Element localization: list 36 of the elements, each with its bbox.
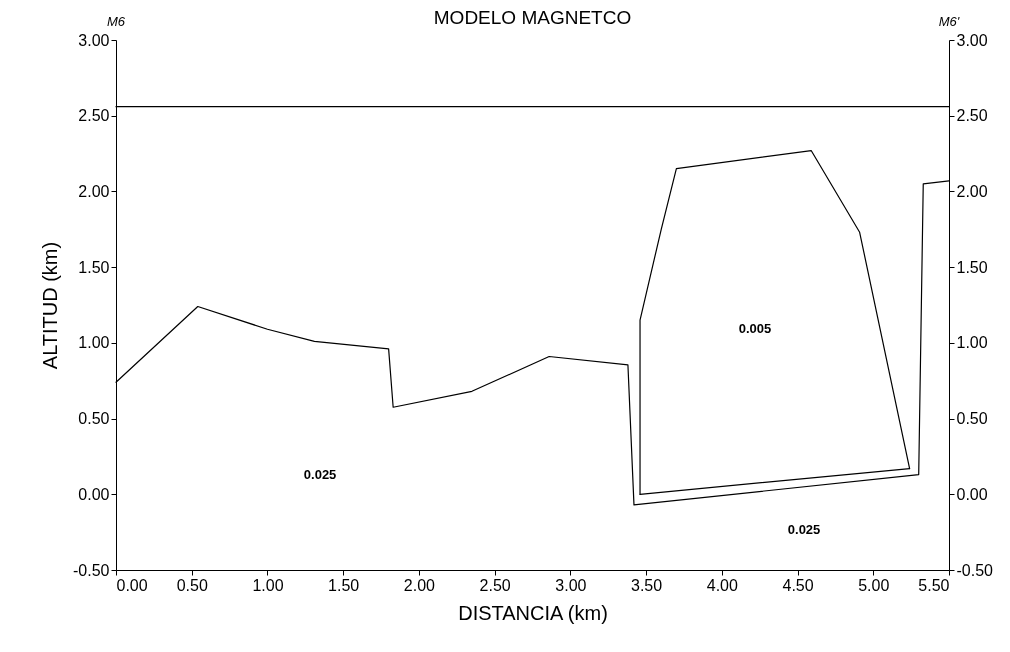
x-tick-label: 5.00: [858, 576, 890, 594]
x-tick-label: 3.00: [555, 576, 587, 594]
y2-tick-label: 0.50: [956, 410, 988, 428]
x-tick-label: 0.50: [176, 576, 208, 594]
y-tick-label: 2.00: [78, 182, 110, 200]
x-tick-label: 5.50: [918, 576, 950, 594]
y-tick-label: 0.50: [78, 410, 110, 428]
y2-tick-label: 1.50: [956, 258, 988, 276]
y-tick-label: 3.00: [78, 31, 110, 49]
x-tick-label: 1.50: [328, 576, 360, 594]
annotation: 0.025: [303, 466, 337, 482]
annotation: 0.025: [787, 522, 821, 538]
x-tick-label: 3.50: [631, 576, 663, 594]
x-tick-label: 4.00: [706, 576, 738, 594]
y-tick-label: 0.00: [78, 485, 110, 503]
y2-tick-label: 0.00: [956, 485, 988, 503]
text: M6: [106, 14, 126, 29]
y2-tick-label: 1.00: [956, 334, 988, 352]
x-axis-title: DISTANCIA (km): [458, 601, 608, 624]
y2-tick-label: 2.50: [956, 107, 988, 125]
y-tick-label: 2.50: [78, 107, 110, 125]
x-tick-label: 2.00: [403, 576, 436, 594]
annotation: 0.005: [738, 320, 772, 336]
y2-tick-label: -0.50: [956, 561, 994, 579]
y-tick-label: 1.50: [78, 258, 110, 276]
x-tick-label: 1.00: [252, 576, 284, 594]
x-tick-label: 2.50: [479, 576, 511, 594]
y-tick-label: -0.50: [73, 561, 110, 579]
chart-title: MODELO MAGNETCO: [433, 7, 632, 28]
y2-tick-label: 3.00: [956, 31, 988, 49]
x-tick-label: 4.50: [782, 576, 814, 594]
y-tick-label: 1.00: [78, 334, 110, 352]
text: M6': [938, 14, 960, 29]
y-axis-title: ALTITUD (km): [39, 241, 62, 370]
x-tick-label: 0.00: [116, 576, 148, 594]
y2-tick-label: 2.00: [956, 182, 988, 200]
